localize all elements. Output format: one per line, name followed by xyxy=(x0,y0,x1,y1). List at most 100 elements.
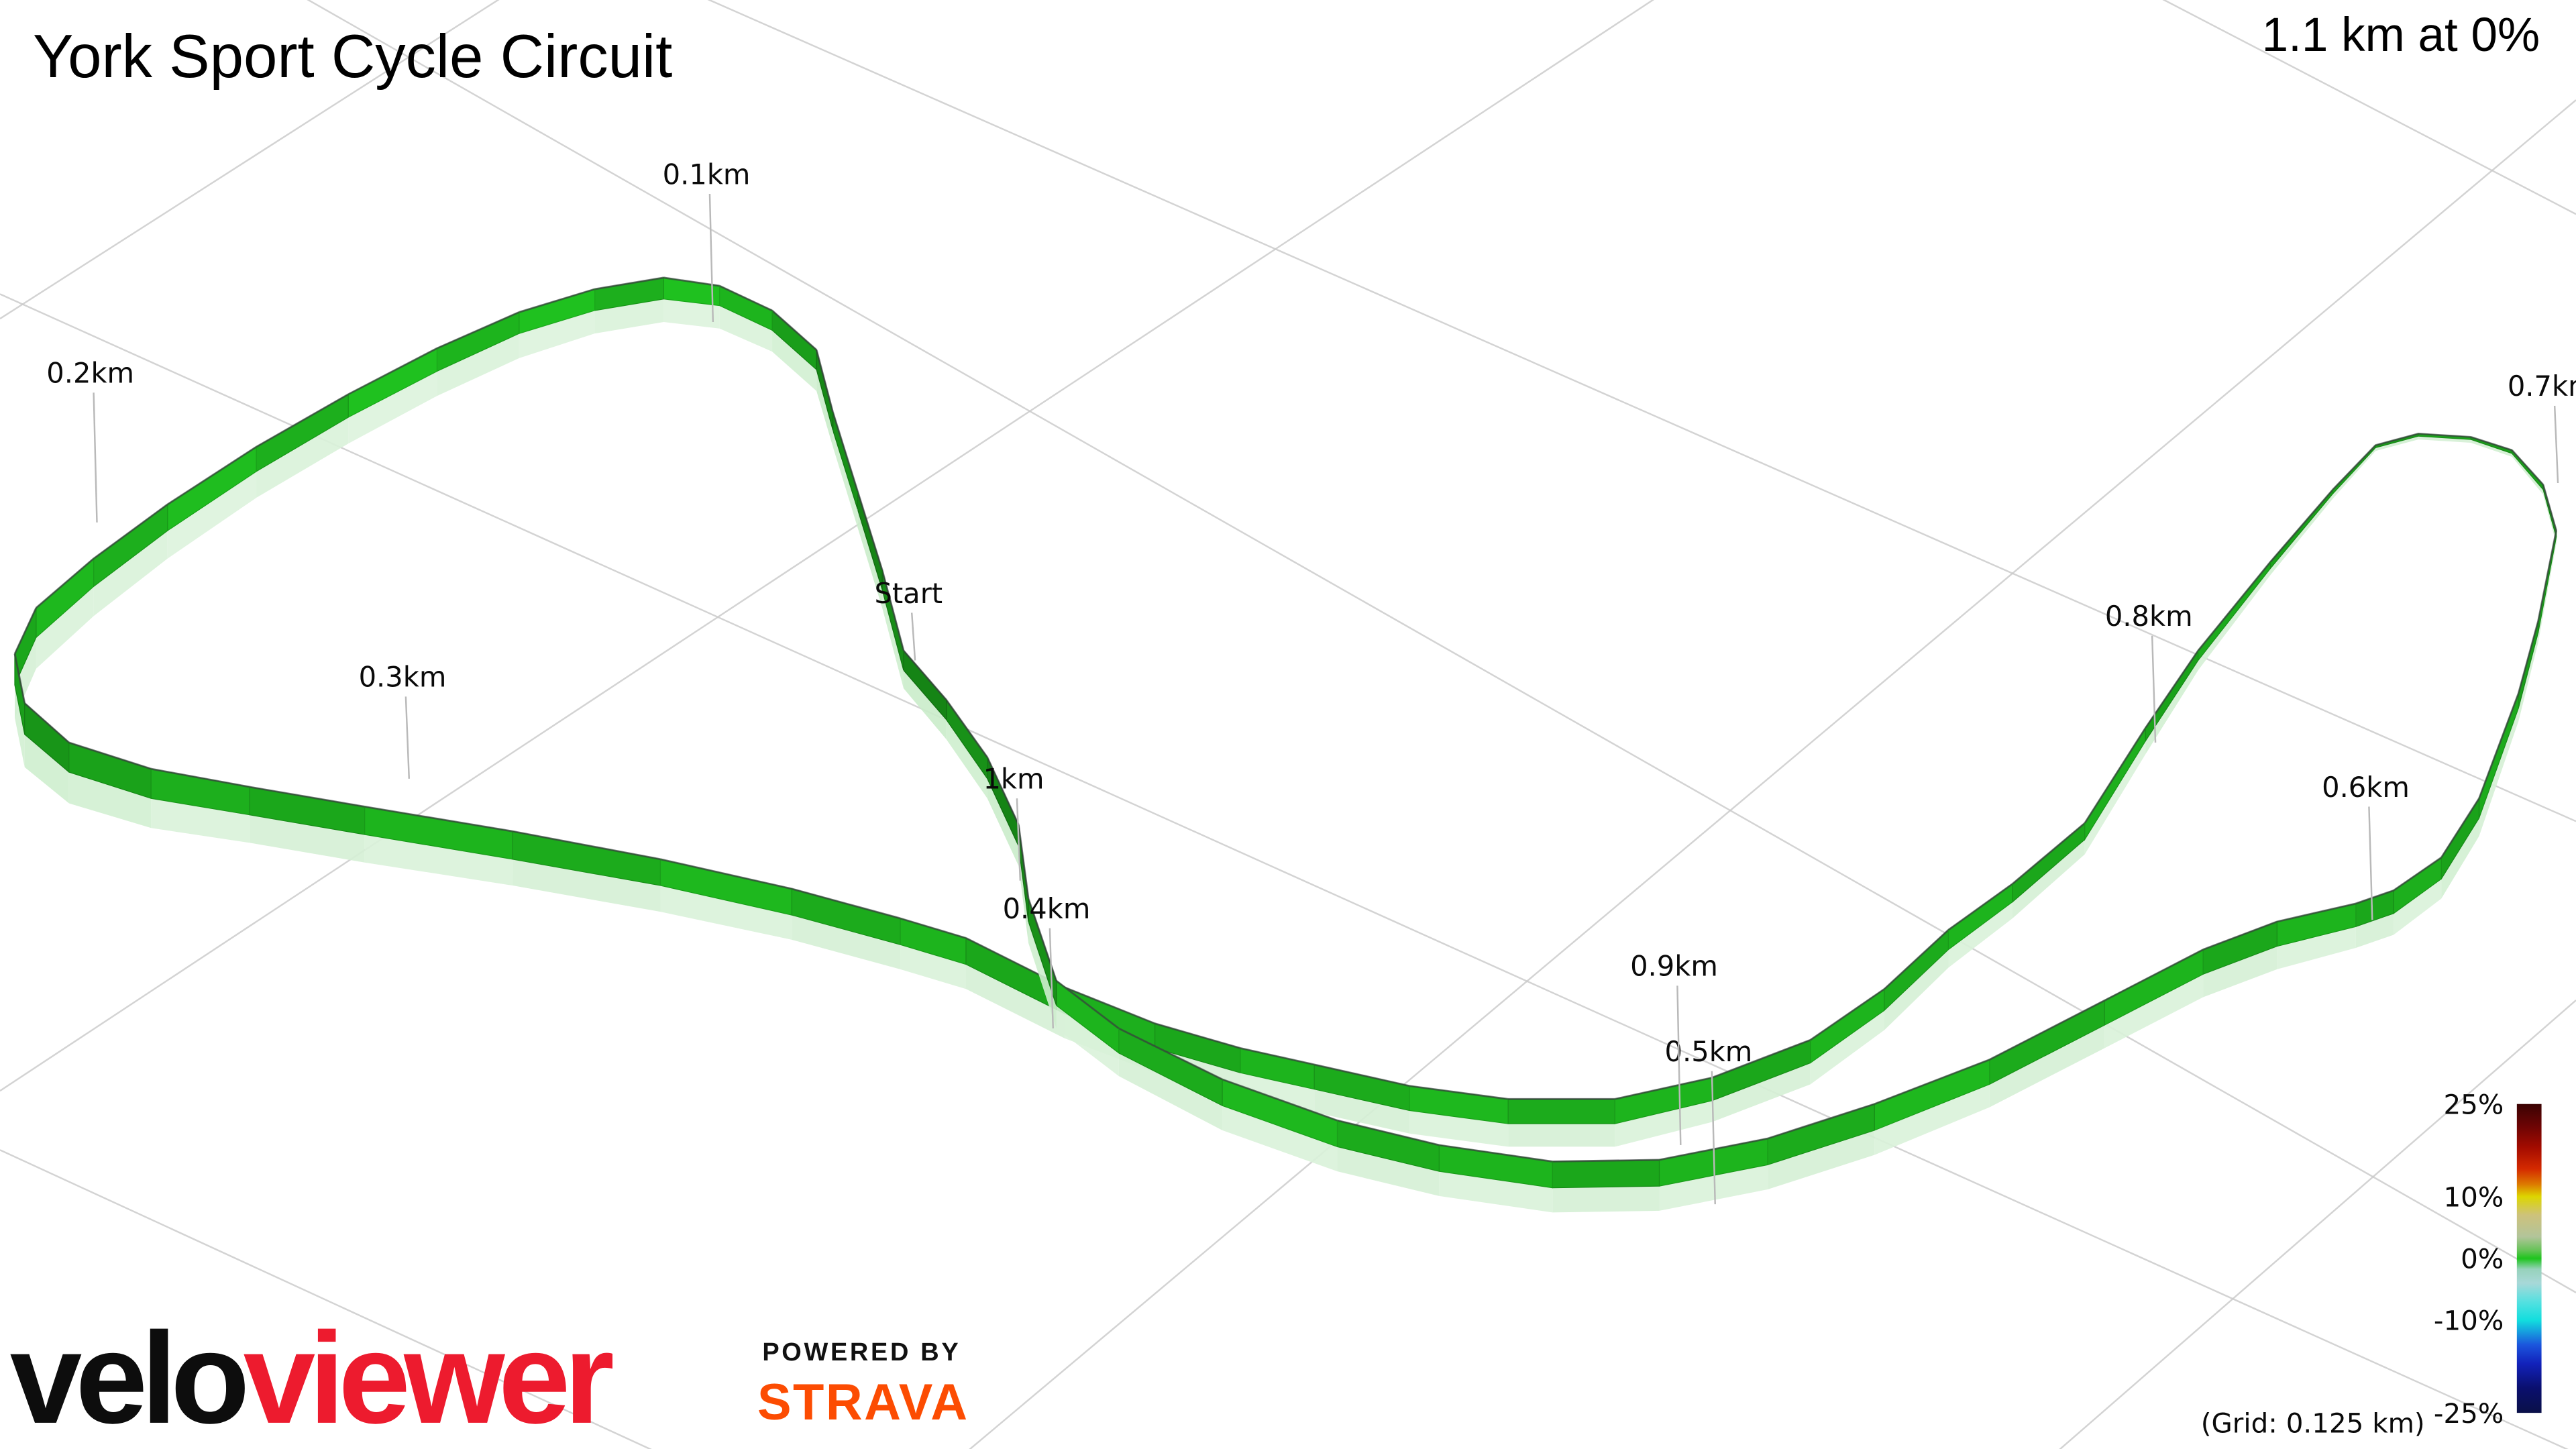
route-marker-0.4km: 0.4km xyxy=(1003,892,1091,1029)
route-marker-0.9km: 0.9km xyxy=(1630,950,1718,1145)
gradient-scale-label: 0% xyxy=(2461,1243,2504,1275)
marker-leader-line xyxy=(1711,1071,1716,1205)
gradient-scale-label: -10% xyxy=(2434,1305,2504,1337)
track-skirt-segment xyxy=(2012,839,2085,918)
track-top-edge xyxy=(986,757,1020,826)
marker-label: 0.7km xyxy=(2508,370,2576,402)
gradient-legend: 25% 10% 0% -10% -25% (Grid: 0.125 km) xyxy=(2201,1088,2542,1440)
track-top-edge xyxy=(256,393,349,448)
track-top-edge xyxy=(93,503,168,559)
gradient-scale-labels: 25% 10% 0% -10% -25% xyxy=(2434,1088,2504,1429)
track-top-edge xyxy=(1118,1027,1223,1081)
track-top-edge xyxy=(2197,561,2271,651)
track-skirt-segment xyxy=(1056,1005,1119,1077)
track-top-edge xyxy=(660,858,792,890)
marker-leader-line xyxy=(1676,985,1682,1145)
track-top-edge xyxy=(151,767,250,788)
veloviewer-logo-velo: velo xyxy=(10,1305,246,1449)
track-skirt-segment xyxy=(903,670,947,740)
grid-spacing-note: (Grid: 0.125 km) xyxy=(2201,1407,2425,1440)
track-skirt-segment xyxy=(2355,913,2394,949)
track-skirt-segment xyxy=(1314,1089,1410,1134)
track-top-edge xyxy=(2542,484,2558,531)
route-marker-0.7km: 0.7km xyxy=(2508,370,2576,484)
track-top-edge xyxy=(1711,1038,1811,1079)
track-skirt-segment xyxy=(816,370,833,447)
track-skirt-segment xyxy=(151,798,250,843)
track-top-edge xyxy=(832,412,859,492)
track-top-edge xyxy=(1809,988,1885,1041)
track-skirt-segment xyxy=(93,531,168,616)
route-summary: 1.1 km at 0% xyxy=(2262,9,2540,62)
track-top-edge xyxy=(2269,488,2334,563)
track-top-edge xyxy=(436,311,520,350)
route-marker-start: Start xyxy=(874,577,943,661)
track-skirt-segment xyxy=(660,885,792,940)
track-top-edge xyxy=(2276,902,2357,923)
grid-line xyxy=(0,1149,652,1449)
track-skirt-segment xyxy=(1118,1053,1223,1130)
track-skirt-segment xyxy=(2394,879,2442,935)
track-top-edge xyxy=(2418,433,2471,438)
marker-leader-line xyxy=(2151,635,2157,743)
track-skirt-segment xyxy=(513,859,661,912)
veloviewer-logo-viewer: viewer xyxy=(244,1305,613,1449)
track-wall-segment xyxy=(1552,1159,1660,1189)
track-skirt-segment xyxy=(2375,436,2418,451)
track-skirt-segment xyxy=(1874,1084,1990,1155)
marker-label: 0.8km xyxy=(2105,600,2193,633)
track-skirt-segment xyxy=(2441,818,2479,899)
track-top-edge xyxy=(1947,883,2013,931)
strava-logo[interactable]: STRAVA xyxy=(757,1374,969,1431)
track-skirt-segment xyxy=(1222,1106,1338,1172)
grid-line xyxy=(969,99,2576,1449)
route-marker-0.1km: 0.1km xyxy=(663,158,750,323)
track-skirt-segment xyxy=(2543,489,2557,544)
track-skirt-segment xyxy=(966,964,1065,1038)
branding: veloviewer POWERED BY STRAVA xyxy=(10,1305,969,1449)
track-top-edge xyxy=(2440,798,2480,859)
marker-leader-line xyxy=(93,392,98,523)
track-top-edge xyxy=(815,350,835,413)
track-top-edge xyxy=(13,607,38,655)
marker-label: 0.4km xyxy=(1003,892,1091,925)
track-skirt-segment xyxy=(2538,537,2557,643)
grid-line xyxy=(707,0,2576,822)
track-top-edge xyxy=(2355,889,2394,905)
track-top-edge xyxy=(519,288,595,313)
track-skirt-segment xyxy=(1028,921,1057,1029)
marker-label: Start xyxy=(874,577,943,610)
track-skirt-segment xyxy=(167,471,257,559)
track-skirt-segment xyxy=(24,734,69,804)
track-top-edge xyxy=(2537,530,2558,622)
marker-label: 1km xyxy=(983,763,1044,796)
track-skirt-segment xyxy=(1659,1165,1768,1211)
gradient-scale-label: -25% xyxy=(2434,1397,2504,1430)
track-skirt-segment xyxy=(1989,1025,2105,1108)
track-top-edge xyxy=(1222,1078,1338,1122)
route-marker-0.6km: 0.6km xyxy=(2322,771,2410,920)
track-top-edge xyxy=(902,649,947,701)
track-top-edge xyxy=(945,699,989,758)
track-skirt-segment xyxy=(1768,1130,1875,1190)
veloviewer-logo[interactable]: veloviewer xyxy=(10,1305,620,1449)
grid-line xyxy=(0,0,500,320)
track-top-edge xyxy=(594,276,664,290)
track-skirt-segment xyxy=(2418,436,2471,443)
track-top-edge xyxy=(35,557,95,609)
track-skirt-segment xyxy=(2277,926,2356,969)
track-top-edge xyxy=(23,702,70,744)
marker-label: 0.3km xyxy=(359,661,447,694)
track-skirt-segment xyxy=(2471,439,2512,457)
track-top-edge xyxy=(249,786,365,808)
track-top-edge xyxy=(792,888,901,920)
marker-leader-line xyxy=(2553,405,2559,484)
grid-line xyxy=(307,0,2576,1293)
track-skirt-segment xyxy=(1508,1124,1615,1147)
track-skirt-segment xyxy=(857,509,883,608)
marker-leader-line xyxy=(1049,928,1055,1029)
track-top-edge xyxy=(2375,433,2419,447)
track-wall-segment xyxy=(1507,1098,1615,1124)
track-skirt-segment xyxy=(437,333,519,396)
track-top-edge xyxy=(2202,920,2277,951)
